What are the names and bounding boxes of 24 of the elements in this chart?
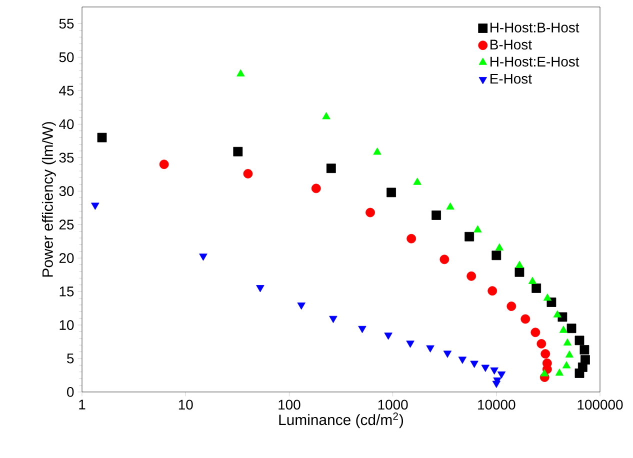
y-tick-label: 30 [59,186,74,196]
y-tick-label: 25 [59,220,74,230]
x-tick-label: 10000 [478,400,516,410]
y-tick-label: 50 [59,52,74,62]
y-tick-label: 45 [59,86,74,96]
legend-label: H-Host:E-Host [490,56,580,67]
y-tick-label: 20 [59,253,74,264]
x-tick-label: 10 [178,400,193,410]
y-axis-title: Power efficiency (lm/W) [42,122,56,277]
x-tick-label: 100 [278,400,300,410]
y-tick-label: 0 [67,387,74,397]
legend-label: B-Host [490,40,532,50]
y-tick-label: 5 [67,354,74,364]
y-tick-label: 35 [59,152,74,163]
y-tick-label: 10 [60,320,74,330]
x-tick-label: 100000 [578,400,623,410]
y-tick-label: 55 [59,18,74,29]
x-tick-label: 1000 [378,400,408,410]
x-tick-label: 1 [79,400,86,410]
legend-label: H-Host:B-Host [490,22,580,32]
y-tick-label: 15 [60,286,74,296]
legend-label: E-Host [490,74,532,84]
x-axis-title: Luminance (cd/m$^{2}$) [279,412,404,428]
y-tick-label: 40 [59,119,74,130]
